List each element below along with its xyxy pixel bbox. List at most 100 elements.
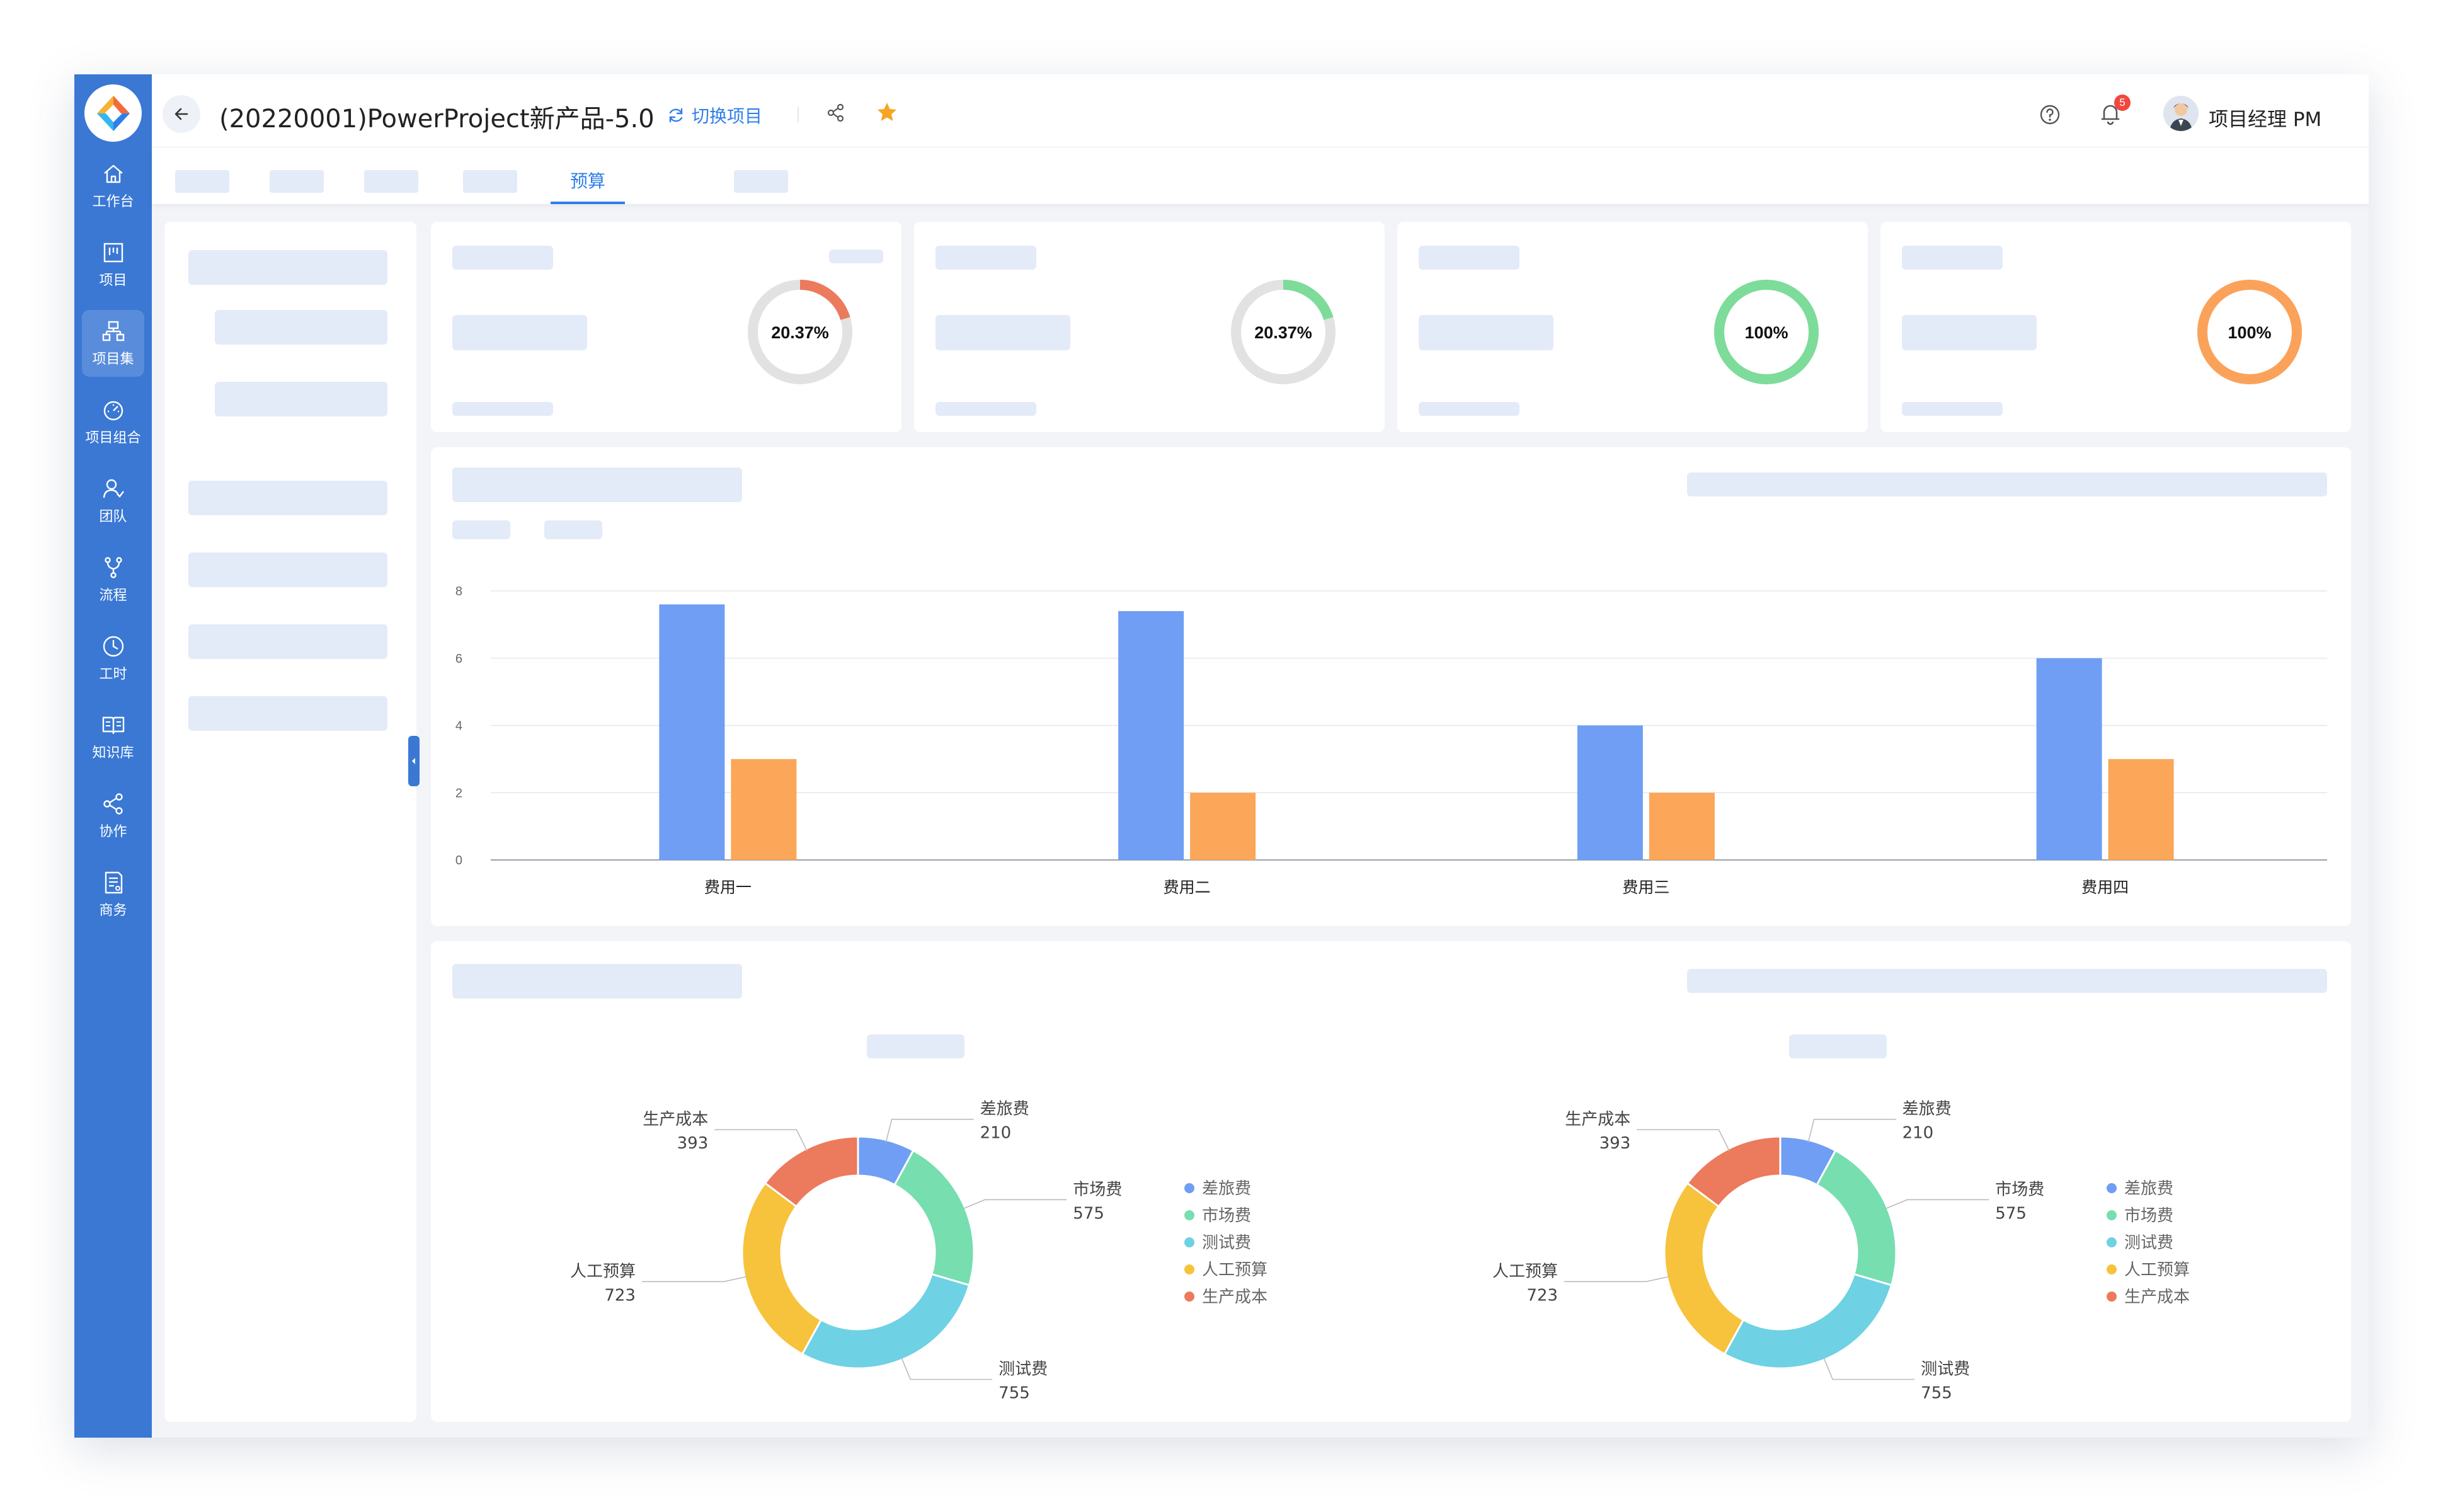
tab-budget[interactable]: 预算 bbox=[551, 165, 625, 204]
sidebar: 工作台项目项目集项目组合团队流程工时知识库协作商务 bbox=[74, 74, 152, 1438]
kpi-tag-placeholder bbox=[829, 249, 883, 263]
tab-placeholder[interactable] bbox=[175, 170, 229, 193]
gauge-progress-arc bbox=[1231, 280, 1336, 384]
legend-label[interactable]: 市场费 bbox=[2124, 1206, 2173, 1225]
chart-filter-placeholder[interactable] bbox=[1687, 969, 2327, 993]
tree-item-placeholder[interactable] bbox=[215, 310, 387, 345]
home-icon bbox=[103, 164, 123, 183]
bar-series-2[interactable] bbox=[2108, 759, 2174, 860]
donut-slice[interactable] bbox=[1816, 1149, 1897, 1286]
slice-value-label: 393 bbox=[1599, 1134, 1631, 1153]
bar-series-1[interactable] bbox=[1577, 725, 1643, 861]
arrow-left-icon bbox=[174, 108, 188, 120]
donut-slice[interactable] bbox=[1723, 1273, 1893, 1370]
legend-label[interactable]: 生产成本 bbox=[2124, 1288, 2190, 1307]
donut-slice[interactable] bbox=[801, 1273, 971, 1370]
tree-item-placeholder[interactable] bbox=[188, 250, 387, 285]
legend-dot bbox=[1184, 1237, 1194, 1247]
legend-label[interactable]: 差旅费 bbox=[1202, 1179, 1251, 1198]
collapse-toggle[interactable] bbox=[408, 736, 420, 786]
legend-label[interactable]: 生产成本 bbox=[1202, 1288, 1267, 1307]
legend-label[interactable]: 市场费 bbox=[1202, 1206, 1251, 1225]
legend-label[interactable]: 测试费 bbox=[1202, 1234, 1251, 1252]
sidebar-item-7[interactable]: 知识库 bbox=[74, 702, 152, 772]
label-leader-line bbox=[962, 1199, 1067, 1210]
y-tick-label: 8 bbox=[455, 585, 462, 598]
sidebar-item-1[interactable]: 项目 bbox=[74, 230, 152, 299]
gauge-value: 100% bbox=[1744, 323, 1788, 342]
label-leader-line bbox=[1564, 1276, 1670, 1283]
kpi-foot-placeholder bbox=[452, 402, 553, 416]
bar-series-1[interactable] bbox=[1118, 611, 1184, 860]
tree-item-placeholder[interactable] bbox=[188, 481, 387, 515]
donut-slice[interactable] bbox=[1663, 1181, 1745, 1356]
donut-slice[interactable] bbox=[741, 1181, 823, 1356]
project-title: (20220001)PowerProject新产品-5.0 bbox=[219, 105, 655, 134]
back-button[interactable] bbox=[163, 95, 200, 133]
gauge-chart: 20.37% bbox=[1230, 278, 1337, 389]
slice-value-label: 755 bbox=[1921, 1384, 1952, 1403]
star-icon[interactable] bbox=[876, 101, 898, 123]
label-leader-line bbox=[641, 1276, 748, 1283]
user-name[interactable]: 项目经理 PM bbox=[2209, 108, 2322, 131]
legend-label[interactable]: 人工预算 bbox=[1202, 1261, 1267, 1280]
sidebar-item-0[interactable]: 工作台 bbox=[74, 151, 152, 220]
chart-title-placeholder bbox=[452, 964, 742, 999]
bell-icon[interactable] bbox=[2098, 101, 2123, 126]
legend-placeholder[interactable] bbox=[452, 520, 510, 539]
tab-placeholder[interactable] bbox=[734, 170, 788, 193]
bar-series-1[interactable] bbox=[2036, 658, 2102, 860]
slice-name-label: 测试费 bbox=[1921, 1360, 1970, 1379]
kanban-icon bbox=[103, 243, 123, 263]
donut-slice[interactable] bbox=[764, 1135, 859, 1208]
tree-item-placeholder[interactable] bbox=[188, 696, 387, 731]
sidebar-item-4[interactable]: 团队 bbox=[74, 466, 152, 536]
tab-placeholder[interactable] bbox=[364, 170, 418, 193]
avatar[interactable] bbox=[2163, 96, 2199, 131]
switch-project-button[interactable]: 切换项目 bbox=[667, 103, 762, 128]
kpi-value-placeholder bbox=[1419, 315, 1553, 350]
kpi-value-placeholder bbox=[935, 315, 1070, 350]
sidebar-item-6[interactable]: 工时 bbox=[74, 624, 152, 693]
bar-series-1[interactable] bbox=[659, 604, 725, 860]
sidebar-item-9[interactable]: 商务 bbox=[74, 860, 152, 929]
chart-filter-placeholder[interactable] bbox=[1687, 472, 2327, 496]
logo-icon bbox=[96, 95, 130, 131]
sidebar-item-5[interactable]: 流程 bbox=[74, 545, 152, 614]
sidebar-item-2[interactable]: 项目集 bbox=[74, 309, 152, 378]
bar-series-2[interactable] bbox=[1649, 793, 1715, 860]
sidebar-item-label: 项目组合 bbox=[85, 430, 141, 446]
gauge-chart: 20.37% bbox=[747, 278, 854, 389]
app-logo[interactable] bbox=[84, 84, 142, 142]
slice-name-label: 差旅费 bbox=[1902, 1100, 1952, 1119]
label-leader-line bbox=[900, 1357, 993, 1380]
bar-series-2[interactable] bbox=[731, 759, 797, 860]
share-icon[interactable] bbox=[825, 102, 847, 123]
gauge-chart: 100% bbox=[1713, 278, 1820, 389]
slice-value-label: 755 bbox=[998, 1384, 1030, 1403]
tree-item-placeholder[interactable] bbox=[188, 624, 387, 659]
donut-slice[interactable] bbox=[893, 1149, 975, 1286]
x-category-label: 费用二 bbox=[1164, 878, 1211, 896]
donut-slice[interactable] bbox=[1686, 1135, 1782, 1208]
legend-label[interactable]: 差旅费 bbox=[2124, 1179, 2173, 1198]
tab-placeholder[interactable] bbox=[270, 170, 324, 193]
sidebar-item-3[interactable]: 项目组合 bbox=[74, 387, 152, 457]
slice-name-label: 市场费 bbox=[1995, 1180, 2044, 1199]
slice-name-label: 测试费 bbox=[998, 1360, 1048, 1379]
tree-item-placeholder[interactable] bbox=[215, 382, 387, 416]
help-icon[interactable] bbox=[2039, 103, 2061, 126]
donut-chart: 差旅费210市场费575测试费755人工预算723生产成本393差旅费市场费测试… bbox=[1492, 1100, 2190, 1403]
sidebar-item-8[interactable]: 协作 bbox=[74, 781, 152, 850]
legend-label[interactable]: 测试费 bbox=[2124, 1234, 2173, 1252]
legend-dot bbox=[2107, 1292, 2117, 1302]
gauge-progress-arc bbox=[1714, 280, 1819, 384]
gauge-progress-arc bbox=[2197, 280, 2302, 384]
legend-placeholder[interactable] bbox=[544, 520, 602, 539]
bar-chart-panel: 0 2 4 6 8 费用一 费用二 费用三 费用四 bbox=[431, 447, 2351, 926]
tab-placeholder[interactable] bbox=[463, 170, 517, 193]
legend-dot bbox=[2107, 1237, 2117, 1247]
legend-label[interactable]: 人工预算 bbox=[2124, 1261, 2190, 1280]
tree-item-placeholder[interactable] bbox=[188, 553, 387, 587]
bar-series-2[interactable] bbox=[1190, 793, 1256, 860]
